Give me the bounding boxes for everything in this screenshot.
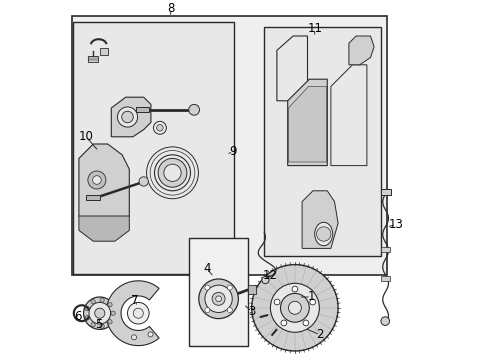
Circle shape (91, 323, 95, 327)
Text: 8: 8 (167, 3, 174, 15)
Circle shape (204, 285, 232, 312)
Bar (264, 27, 381, 256)
Circle shape (127, 302, 149, 324)
Circle shape (100, 298, 104, 302)
Circle shape (227, 307, 232, 312)
Circle shape (212, 292, 224, 305)
Polygon shape (111, 97, 151, 137)
Circle shape (316, 227, 330, 241)
Circle shape (163, 164, 181, 181)
Circle shape (107, 302, 112, 307)
Bar (73, 22, 233, 274)
Circle shape (280, 293, 309, 322)
Circle shape (261, 276, 268, 284)
Circle shape (85, 316, 89, 320)
Circle shape (281, 320, 286, 326)
Circle shape (92, 176, 101, 184)
Circle shape (148, 332, 153, 337)
Circle shape (88, 171, 106, 189)
Bar (381, 247, 389, 252)
Text: 12: 12 (262, 269, 277, 282)
Circle shape (83, 297, 116, 329)
Circle shape (100, 324, 104, 328)
Circle shape (291, 286, 297, 292)
Text: 4: 4 (203, 262, 210, 275)
Circle shape (91, 300, 95, 304)
Circle shape (131, 335, 136, 340)
Circle shape (227, 285, 232, 290)
Bar (88, 56, 98, 62)
Circle shape (133, 308, 143, 318)
Circle shape (95, 308, 104, 318)
Polygon shape (287, 79, 326, 166)
Bar (101, 48, 108, 55)
Circle shape (309, 299, 315, 305)
Circle shape (215, 296, 221, 302)
Polygon shape (79, 144, 129, 227)
Circle shape (153, 121, 166, 134)
Circle shape (139, 177, 148, 186)
Polygon shape (106, 281, 159, 346)
Bar (381, 276, 389, 281)
Circle shape (303, 320, 308, 326)
Text: 13: 13 (387, 219, 402, 231)
Circle shape (288, 301, 301, 314)
Circle shape (204, 307, 209, 312)
Text: 6: 6 (74, 310, 82, 323)
Polygon shape (302, 191, 337, 248)
Bar (72, 16, 386, 275)
Text: 10: 10 (79, 130, 93, 143)
Polygon shape (276, 36, 307, 101)
Circle shape (111, 311, 115, 315)
Polygon shape (79, 216, 129, 241)
Bar (188, 238, 247, 346)
Circle shape (380, 317, 389, 325)
Text: 5: 5 (95, 318, 102, 330)
Bar (380, 189, 390, 195)
Circle shape (154, 155, 190, 191)
Circle shape (199, 279, 238, 319)
Text: 3: 3 (247, 305, 255, 318)
Bar (86, 195, 100, 200)
Circle shape (122, 111, 133, 123)
Circle shape (270, 283, 319, 332)
Bar (247, 285, 256, 294)
Bar (136, 107, 149, 112)
Circle shape (85, 306, 89, 311)
Text: 1: 1 (307, 291, 314, 303)
Circle shape (158, 158, 186, 187)
Circle shape (107, 320, 112, 324)
Circle shape (204, 285, 209, 290)
Circle shape (251, 265, 337, 351)
Polygon shape (330, 65, 366, 166)
Ellipse shape (314, 222, 332, 246)
Polygon shape (288, 86, 326, 162)
Circle shape (156, 125, 163, 131)
Text: 11: 11 (306, 22, 322, 35)
Text: 2: 2 (316, 328, 323, 341)
Circle shape (188, 104, 199, 115)
Circle shape (274, 299, 280, 305)
Text: 7: 7 (131, 294, 138, 307)
Text: 9: 9 (229, 145, 236, 158)
Polygon shape (348, 36, 373, 65)
Circle shape (89, 302, 110, 324)
Circle shape (117, 107, 137, 127)
